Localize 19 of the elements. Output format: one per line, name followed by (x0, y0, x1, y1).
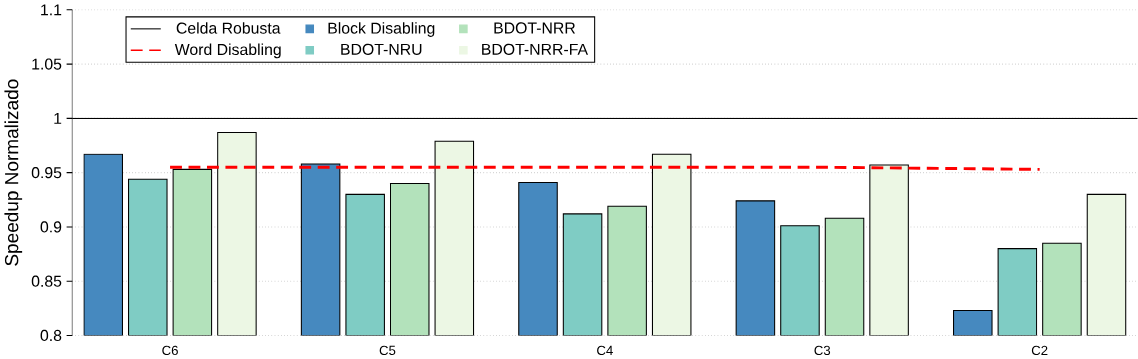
y-tick-label: 0.9 (40, 221, 62, 233)
legend-label: BDOT-NRU (341, 43, 422, 55)
legend-label: Celda Robusta (176, 21, 281, 34)
legend-label: BDOT-NRR-FA (482, 43, 589, 55)
y-tick-label: 0.95 (31, 166, 62, 178)
y-tick-label: 0.85 (31, 275, 62, 287)
y-tick-label: 1 (54, 112, 62, 124)
legend-label: Word Disabling (174, 43, 281, 59)
x-tick-label: C6 (162, 345, 178, 355)
x-tick-label: C4 (597, 345, 613, 355)
x-tick-label: C3 (814, 345, 831, 355)
x-tick-label: C2 (1031, 345, 1048, 355)
legend-label: BDOT-NRR (494, 22, 576, 34)
y-axis-title: Speedup Normalizado (4, 79, 23, 266)
y-tick-label: 1.05 (32, 58, 62, 70)
legend-label: Block Disabling (328, 21, 435, 37)
x-tick-label: C5 (379, 345, 396, 355)
y-tick-label: 0.8 (40, 329, 62, 341)
y-tick-label: 1.1 (41, 4, 62, 16)
